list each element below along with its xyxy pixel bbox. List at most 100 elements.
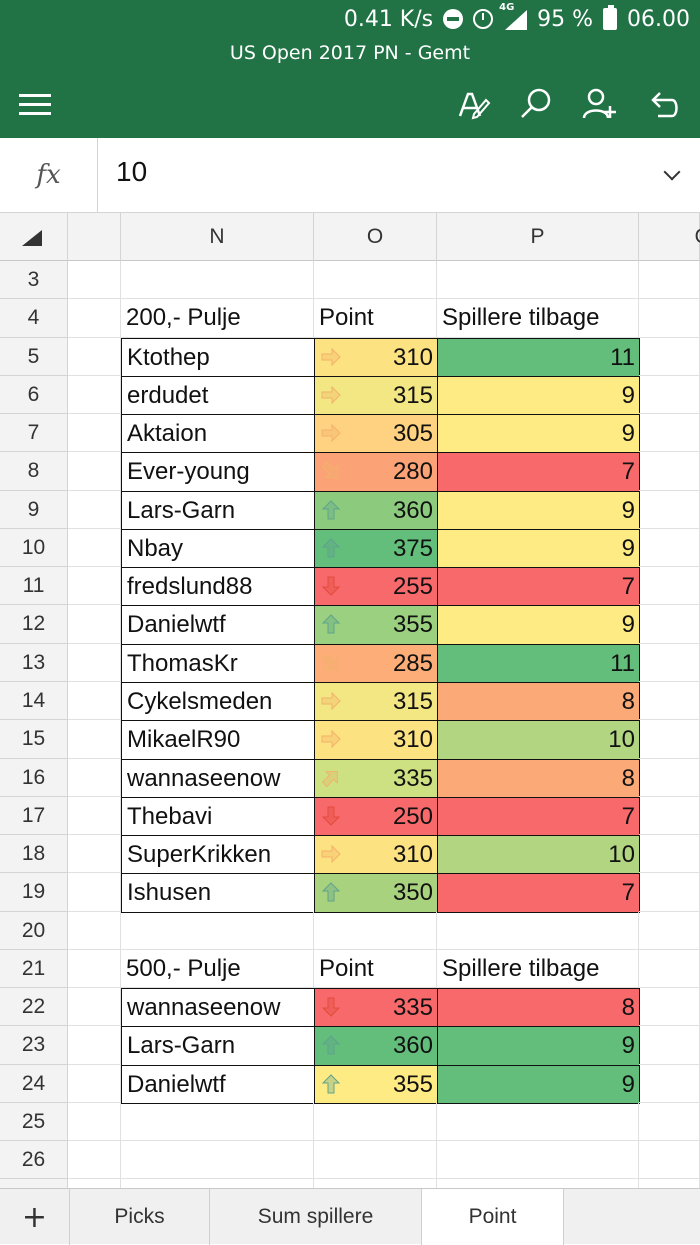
player-name-cell[interactable]: Thebavi bbox=[121, 797, 315, 836]
players-left-cell[interactable]: 9 bbox=[437, 414, 640, 453]
share-person-icon[interactable] bbox=[580, 84, 620, 124]
player-name-cell[interactable]: Lars-Garn bbox=[121, 1026, 315, 1066]
cell[interactable] bbox=[639, 1103, 700, 1141]
players-header-cell[interactable]: Spillere tilbage bbox=[437, 950, 639, 988]
row-header[interactable]: 7 bbox=[0, 414, 68, 452]
cell[interactable] bbox=[68, 797, 121, 835]
row-header[interactable]: 8 bbox=[0, 452, 68, 491]
point-cell[interactable]: 355 bbox=[314, 1065, 438, 1104]
point-cell[interactable]: 360 bbox=[314, 1026, 438, 1066]
cell[interactable] bbox=[68, 261, 121, 299]
column-header-p[interactable]: P bbox=[437, 213, 639, 261]
hamburger-icon[interactable] bbox=[19, 94, 51, 116]
cell[interactable] bbox=[68, 1065, 121, 1103]
row-header[interactable]: 19 bbox=[0, 873, 68, 912]
players-left-cell[interactable]: 9 bbox=[437, 376, 640, 415]
player-name-cell[interactable]: SuperKrikken bbox=[121, 835, 315, 874]
player-name-cell[interactable]: wannaseenow bbox=[121, 759, 315, 798]
cell[interactable] bbox=[639, 797, 700, 835]
player-name-cell[interactable]: Danielwtf bbox=[121, 605, 315, 645]
cell[interactable] bbox=[314, 1103, 437, 1141]
row-header[interactable]: 6 bbox=[0, 376, 68, 414]
cell[interactable] bbox=[68, 835, 121, 873]
point-cell[interactable]: 315 bbox=[314, 682, 438, 721]
row-header[interactable]: 12 bbox=[0, 605, 68, 644]
point-cell[interactable]: 280 bbox=[314, 452, 438, 492]
row-header[interactable]: 25 bbox=[0, 1103, 68, 1141]
player-name-cell[interactable]: Danielwtf bbox=[121, 1065, 315, 1104]
draw-icon[interactable] bbox=[452, 84, 492, 124]
cell[interactable] bbox=[121, 912, 314, 950]
column-header-hidden[interactable] bbox=[68, 213, 121, 261]
point-cell[interactable]: 360 bbox=[314, 491, 438, 530]
point-cell[interactable]: 250 bbox=[314, 797, 438, 836]
cell[interactable] bbox=[639, 759, 700, 797]
point-cell[interactable]: 335 bbox=[314, 759, 438, 798]
cell[interactable] bbox=[68, 491, 121, 529]
players-left-cell[interactable]: 9 bbox=[437, 491, 640, 530]
cell[interactable] bbox=[639, 605, 700, 644]
tab-point[interactable]: Point bbox=[422, 1189, 564, 1245]
cell[interactable] bbox=[639, 873, 700, 912]
cell[interactable] bbox=[639, 912, 700, 950]
players-left-cell[interactable]: 7 bbox=[437, 873, 640, 913]
cell[interactable] bbox=[639, 988, 700, 1026]
players-left-cell[interactable]: 9 bbox=[437, 1065, 640, 1104]
cell[interactable] bbox=[68, 1026, 121, 1065]
cell[interactable] bbox=[68, 682, 121, 720]
cell[interactable] bbox=[437, 1103, 639, 1141]
cell[interactable] bbox=[68, 376, 121, 414]
players-left-cell[interactable]: 8 bbox=[437, 682, 640, 721]
player-name-cell[interactable]: Aktaion bbox=[121, 414, 315, 453]
players-left-cell[interactable]: 8 bbox=[437, 988, 640, 1027]
point-cell[interactable]: 315 bbox=[314, 376, 438, 415]
cell[interactable] bbox=[639, 950, 700, 988]
row-header[interactable]: 3 bbox=[0, 261, 68, 299]
players-left-cell[interactable]: 11 bbox=[437, 644, 640, 683]
cell[interactable] bbox=[639, 376, 700, 414]
row-header[interactable]: 11 bbox=[0, 567, 68, 605]
column-header-o[interactable]: O bbox=[314, 213, 437, 261]
player-name-cell[interactable]: wannaseenow bbox=[121, 988, 315, 1027]
player-name-cell[interactable]: Lars-Garn bbox=[121, 491, 315, 530]
players-left-cell[interactable]: 9 bbox=[437, 1026, 640, 1066]
cell[interactable] bbox=[68, 567, 121, 605]
players-left-cell[interactable]: 7 bbox=[437, 452, 640, 492]
cell[interactable] bbox=[68, 644, 121, 682]
players-header-cell[interactable]: Spillere tilbage bbox=[437, 299, 639, 338]
player-name-cell[interactable]: Ktothep bbox=[121, 338, 315, 377]
cell[interactable] bbox=[68, 1103, 121, 1141]
row-header[interactable]: 21 bbox=[0, 950, 68, 988]
row-header[interactable]: 22 bbox=[0, 988, 68, 1026]
player-name-cell[interactable]: Ever-young bbox=[121, 452, 315, 492]
player-name-cell[interactable]: Cykelsmeden bbox=[121, 682, 315, 721]
cell[interactable] bbox=[639, 529, 700, 567]
player-name-cell[interactable]: ThomasKr bbox=[121, 644, 315, 683]
cell[interactable] bbox=[639, 1065, 700, 1103]
point-cell[interactable]: 310 bbox=[314, 720, 438, 760]
pool-header-cell[interactable]: 500,- Pulje bbox=[121, 950, 314, 988]
players-left-cell[interactable]: 7 bbox=[437, 567, 640, 606]
cell[interactable] bbox=[639, 1141, 700, 1179]
row-header[interactable]: 13 bbox=[0, 644, 68, 682]
player-name-cell[interactable]: Ishusen bbox=[121, 873, 315, 913]
point-cell[interactable]: 355 bbox=[314, 605, 438, 645]
cell[interactable] bbox=[639, 491, 700, 529]
point-cell[interactable]: 335 bbox=[314, 988, 438, 1027]
players-left-cell[interactable]: 10 bbox=[437, 720, 640, 760]
player-name-cell[interactable]: Nbay bbox=[121, 529, 315, 568]
search-icon[interactable] bbox=[516, 84, 556, 124]
row-header[interactable]: 26 bbox=[0, 1141, 68, 1179]
row-header[interactable]: 15 bbox=[0, 720, 68, 759]
cell[interactable] bbox=[68, 452, 121, 491]
formula-input[interactable]: 10 bbox=[116, 156, 148, 187]
point-header-cell[interactable]: Point bbox=[314, 950, 437, 988]
players-left-cell[interactable]: 9 bbox=[437, 529, 640, 568]
cell[interactable] bbox=[639, 682, 700, 720]
cell[interactable] bbox=[639, 835, 700, 873]
point-cell[interactable]: 255 bbox=[314, 567, 438, 606]
row-header[interactable]: 20 bbox=[0, 912, 68, 950]
point-cell[interactable]: 285 bbox=[314, 644, 438, 683]
row-header[interactable]: 24 bbox=[0, 1065, 68, 1103]
point-cell[interactable]: 305 bbox=[314, 414, 438, 453]
